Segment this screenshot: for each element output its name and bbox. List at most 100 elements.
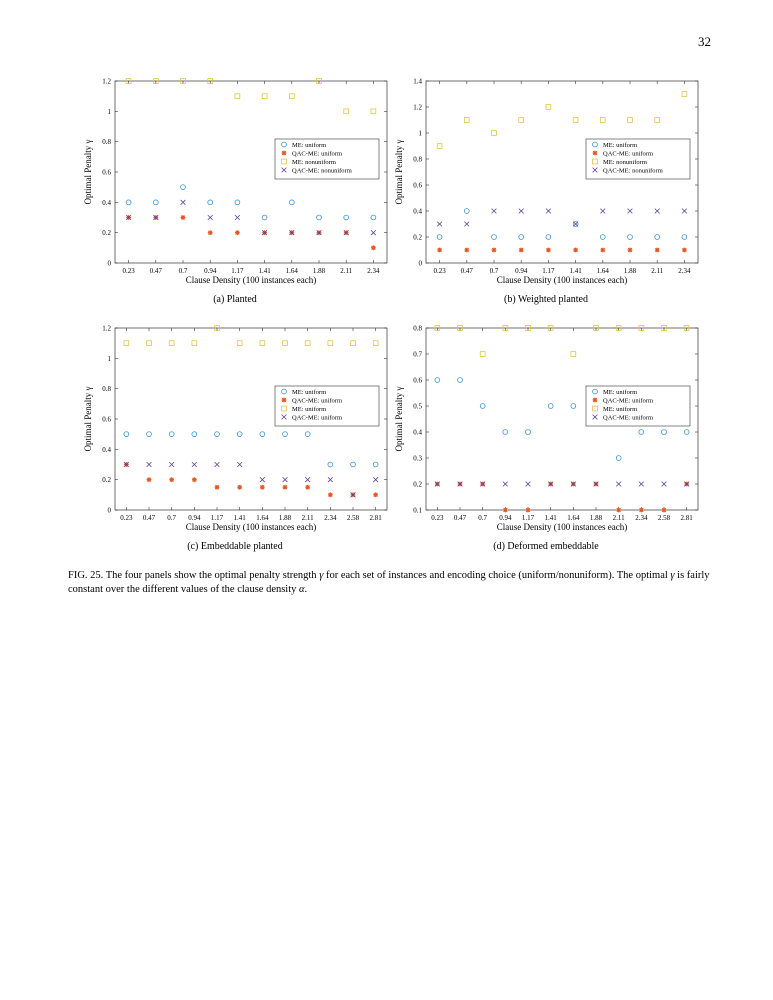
data-point bbox=[491, 130, 497, 136]
data-point bbox=[502, 325, 509, 331]
data-point bbox=[123, 461, 130, 468]
legend-box bbox=[585, 138, 691, 180]
series-2 bbox=[436, 91, 688, 149]
data-point bbox=[638, 325, 645, 331]
legend-box bbox=[274, 138, 380, 180]
x-tick-label: 2.58 bbox=[347, 514, 360, 522]
data-point bbox=[236, 340, 243, 346]
x-tick-label: 1.64 bbox=[256, 514, 269, 522]
legend-marker bbox=[592, 167, 598, 173]
data-point bbox=[570, 351, 577, 357]
data-point bbox=[464, 221, 470, 227]
gamma-symbol: γ bbox=[319, 570, 324, 581]
legend-label: ME: nonuniform bbox=[292, 159, 336, 166]
data-point bbox=[683, 481, 690, 487]
x-tick-label: 0.7 bbox=[490, 267, 499, 275]
data-point bbox=[525, 507, 531, 513]
x-tick-label: 1.17 bbox=[231, 267, 244, 275]
data-point bbox=[502, 429, 509, 435]
data-point bbox=[464, 247, 470, 253]
x-tick-label: 1.64 bbox=[567, 514, 580, 522]
y-tick-label: 0.6 bbox=[413, 377, 422, 385]
data-point bbox=[123, 431, 130, 437]
panel-caption-a: (a) Planted bbox=[213, 294, 257, 305]
legend-marker bbox=[281, 397, 287, 403]
x-tick-label: 1.17 bbox=[542, 267, 555, 275]
y-tick-label: 0.5 bbox=[413, 403, 422, 411]
x-tick-label: 0.94 bbox=[204, 267, 217, 275]
x-tick-label: 2.58 bbox=[658, 514, 671, 522]
data-point bbox=[350, 492, 356, 498]
y-tick-label: 1 bbox=[419, 130, 423, 138]
data-point bbox=[436, 221, 443, 227]
series-1 bbox=[437, 247, 687, 253]
data-point bbox=[236, 461, 243, 468]
data-point bbox=[146, 431, 152, 437]
y-tick-label: 0.8 bbox=[102, 385, 111, 393]
data-point bbox=[525, 481, 531, 487]
data-point bbox=[518, 117, 525, 123]
x-tick-label: 0.7 bbox=[179, 267, 188, 275]
series-3 bbox=[434, 481, 690, 487]
data-point bbox=[479, 403, 486, 409]
y-axis-label: Optimal Penalty γ bbox=[83, 139, 93, 204]
data-point bbox=[434, 481, 441, 487]
data-point bbox=[168, 461, 175, 468]
data-point bbox=[259, 340, 266, 346]
data-point bbox=[373, 492, 379, 498]
data-point bbox=[214, 484, 220, 490]
legend-label: QAC-ME: uniform bbox=[603, 415, 653, 422]
data-point bbox=[436, 143, 443, 149]
y-tick-label: 1.2 bbox=[413, 104, 422, 112]
data-point bbox=[153, 199, 159, 206]
data-point bbox=[479, 481, 486, 487]
data-point bbox=[214, 431, 220, 437]
data-point bbox=[282, 431, 288, 437]
scatter-chart-d: 0.1 0.2 0.3 0.4 0.5 0.6 0.7 0.8 0.23 0.47 0.7 0.94 1… bbox=[394, 325, 699, 532]
series-2 bbox=[123, 325, 379, 346]
data-point bbox=[654, 234, 661, 240]
data-point bbox=[627, 234, 633, 240]
x-axis-label: Clause Density (100 instances each) bbox=[186, 275, 316, 285]
data-point bbox=[547, 403, 554, 409]
data-point bbox=[546, 247, 551, 253]
data-point bbox=[627, 117, 633, 123]
data-point bbox=[547, 325, 554, 331]
data-point bbox=[600, 234, 606, 240]
x-tick-label: 1.41 bbox=[234, 514, 247, 522]
data-point bbox=[599, 117, 606, 123]
legend-marker bbox=[592, 150, 598, 156]
y-tick-label: 0.7 bbox=[413, 351, 422, 359]
x-tick-label: 1.41 bbox=[569, 267, 582, 275]
y-tick-label: 0 bbox=[108, 260, 112, 268]
panel-b: 0 0.2 0.4 0.6 0.8 1 1.2 1.4 0.23 0.47 0.7 0.94 1.17 1… bbox=[366, 75, 726, 315]
data-point bbox=[545, 104, 552, 110]
y-tick-label: 1 bbox=[108, 355, 112, 363]
alpha-symbol: α bbox=[299, 584, 305, 595]
legend-label: ME: uniform bbox=[292, 389, 326, 396]
data-point bbox=[259, 476, 266, 483]
y-axis-label: Optimal Penalty γ bbox=[83, 386, 93, 451]
x-tick-label: 0.94 bbox=[515, 267, 528, 275]
x-tick-label: 2.11 bbox=[340, 267, 352, 275]
y-tick-label: 0.3 bbox=[413, 455, 422, 463]
data-point bbox=[125, 199, 132, 206]
y-tick-label: 0.6 bbox=[102, 169, 111, 177]
data-point bbox=[638, 481, 645, 487]
data-point bbox=[191, 340, 198, 346]
data-point bbox=[661, 325, 667, 331]
y-tick-label: 0 bbox=[108, 507, 112, 515]
legend-marker bbox=[592, 141, 598, 148]
y-axis-label: Optimal Penalty γ bbox=[394, 386, 404, 451]
gamma-symbol: γ bbox=[670, 570, 675, 581]
data-point bbox=[573, 247, 578, 253]
data-point bbox=[661, 429, 667, 435]
data-point bbox=[572, 117, 579, 123]
x-tick-label: 0.94 bbox=[499, 514, 512, 522]
data-point bbox=[661, 507, 667, 513]
x-tick-label: 0.23 bbox=[122, 267, 135, 275]
data-point bbox=[234, 214, 241, 221]
x-axis-label: Clause Density (100 instances each) bbox=[186, 522, 316, 532]
x-tick-label: 1.64 bbox=[286, 267, 299, 275]
x-tick-label: 0.23 bbox=[120, 514, 133, 522]
